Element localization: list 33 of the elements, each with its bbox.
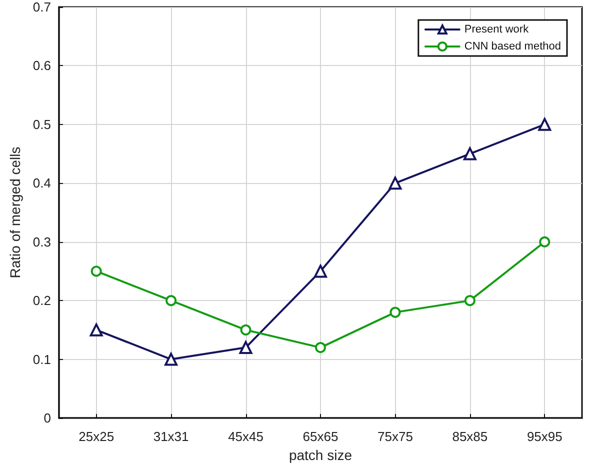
point bbox=[538, 118, 552, 131]
y-tick-label: 0.1 bbox=[32, 352, 51, 367]
point bbox=[388, 176, 402, 190]
y-axis-title: Ratio of merged cells bbox=[7, 146, 23, 278]
x-tick-label: 75x75 bbox=[377, 429, 413, 444]
y-tick-label: 0 bbox=[44, 410, 51, 426]
x-tick-label: 31x31 bbox=[153, 429, 189, 444]
x-tick-label: 25x25 bbox=[78, 429, 114, 444]
point bbox=[314, 342, 326, 354]
point bbox=[463, 147, 476, 160]
x-axis-title: patch size bbox=[288, 447, 352, 463]
point bbox=[166, 295, 177, 306]
y-tick-label: 0.6 bbox=[32, 58, 51, 74]
point bbox=[539, 236, 550, 248]
x-tick-label: 95x95 bbox=[526, 429, 562, 444]
y-tick-label: 0.3 bbox=[32, 234, 51, 250]
y-tick-label: 0.2 bbox=[32, 293, 51, 308]
x-tick-label: 45x45 bbox=[228, 429, 264, 444]
point bbox=[390, 306, 401, 318]
point bbox=[164, 352, 178, 366]
point bbox=[314, 264, 327, 278]
x-tick-label: 85x85 bbox=[452, 429, 488, 444]
x-tick-label: 65x65 bbox=[302, 429, 338, 444]
point bbox=[239, 341, 252, 354]
legend-label: CNN based method bbox=[464, 40, 562, 52]
y-tick-label: 0.7 bbox=[32, 0, 51, 14]
point bbox=[464, 295, 476, 306]
point bbox=[90, 323, 103, 336]
y-tick-label: 0.4 bbox=[32, 176, 51, 191]
point bbox=[240, 324, 252, 336]
legend-label: Present work bbox=[464, 24, 530, 36]
point bbox=[90, 266, 102, 277]
y-tick-label: 0.5 bbox=[32, 116, 51, 132]
